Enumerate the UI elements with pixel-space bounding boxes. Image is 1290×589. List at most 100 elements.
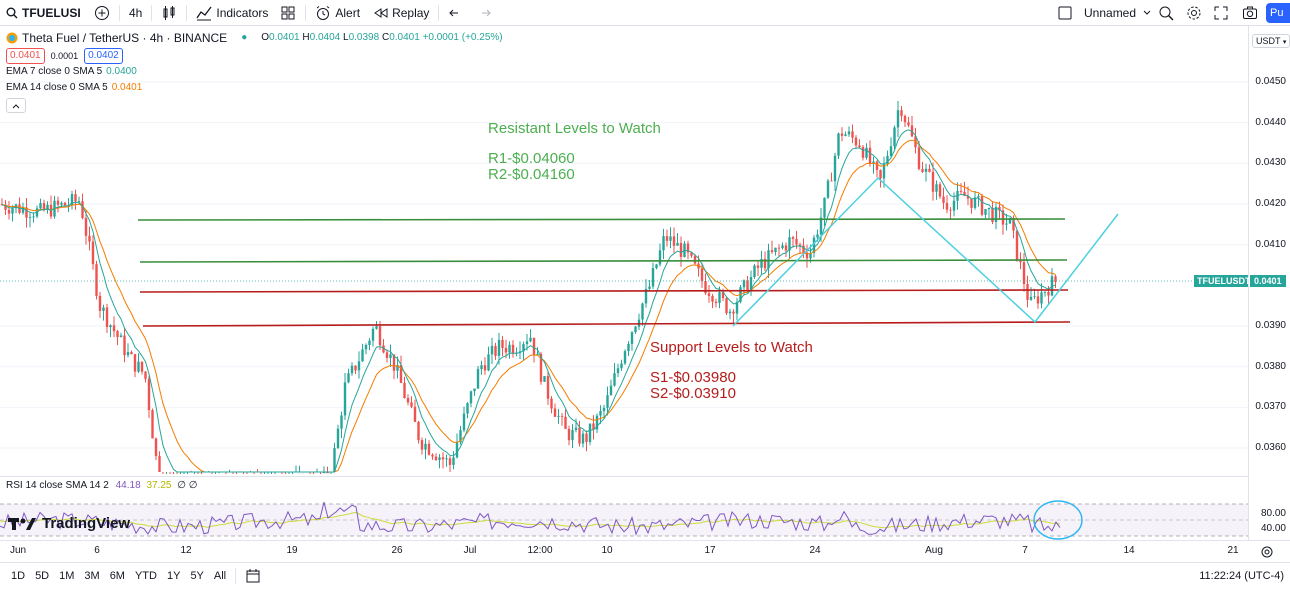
buy-button[interactable]: 0.0402 <box>84 48 123 64</box>
candle-body <box>851 131 854 138</box>
date-range-icon[interactable] <box>245 568 261 584</box>
support-s1[interactable]: S1-$0.03980 <box>650 369 736 386</box>
timeframe-button[interactable]: 1M <box>59 570 75 582</box>
support-line-upper[interactable] <box>139 289 1069 293</box>
ema7-label: EMA 7 close 0 SMA 5 <box>6 66 103 77</box>
timeframe-button[interactable]: 1Y <box>166 570 181 582</box>
support-line-lower[interactable] <box>142 321 1071 327</box>
fullscreen-button[interactable] <box>1207 0 1235 26</box>
ema7-legend-row[interactable]: EMA 7 close 0 SMA 5 0.0400 <box>6 64 503 80</box>
candle-body <box>112 325 116 332</box>
timeframe-button[interactable]: 1D <box>11 570 26 582</box>
resistance-r2[interactable]: R2-$0.04160 <box>488 166 575 183</box>
clock-label[interactable]: 11:22:24 (UTC-4) <box>1199 570 1284 582</box>
candle-body <box>553 408 557 417</box>
divider <box>305 4 307 21</box>
settings-button[interactable] <box>1180 0 1208 26</box>
candle-body <box>917 147 921 169</box>
candle-body <box>1054 276 1057 282</box>
magnifier-plus-icon <box>1159 6 1174 20</box>
timeframe-button[interactable]: All <box>213 570 227 582</box>
candle-body <box>70 194 74 206</box>
divider <box>186 4 188 21</box>
candle-body <box>550 398 553 409</box>
time-axis[interactable]: Jun 6 12 19 26 Jul 12:00 10 17 24 Aug 7 14 21 <box>0 540 1290 562</box>
snapshot-button[interactable] <box>1236 0 1264 26</box>
collapse-legend-button[interactable] <box>6 96 503 113</box>
interval-button[interactable]: 4h <box>123 0 148 26</box>
ema14-line <box>1 139 1056 473</box>
currency-selector[interactable]: USDT ▾ <box>1252 34 1290 48</box>
resistance-line-upper[interactable] <box>137 218 1066 221</box>
price-tick: 0.0370 <box>1255 401 1286 413</box>
resistance-line-lower[interactable] <box>139 259 1068 263</box>
indicators-label: Indicators <box>216 5 269 20</box>
price-chart[interactable] <box>0 26 1248 474</box>
ema14-legend-row[interactable]: EMA 14 close 0 SMA 5 0.0401 <box>6 80 503 96</box>
indicators-button[interactable]: Indicators <box>190 0 274 26</box>
watermark-text: TradingView <box>42 515 131 532</box>
candle-body <box>406 397 410 403</box>
candle-body <box>494 345 497 356</box>
support-s2[interactable]: S2-$0.03910 <box>650 385 736 402</box>
settings-axis-icon[interactable] <box>1260 545 1274 559</box>
candle-body <box>648 286 651 289</box>
resistance-r1[interactable]: R1-$0.04060 <box>488 150 575 167</box>
rsi-legend[interactable]: RSI 14 close SMA 14 2 44.18 37.25 ∅ ∅ <box>6 480 197 491</box>
candle-body <box>686 243 690 253</box>
rsi-highlight-circle[interactable] <box>1033 500 1083 540</box>
symbol-search[interactable]: TFUELUSI <box>0 0 88 26</box>
candle-body <box>28 217 32 218</box>
candle-body <box>1019 260 1022 263</box>
candle-body <box>154 438 158 457</box>
time-tick: 24 <box>809 545 821 556</box>
candle-body <box>879 169 882 179</box>
compare-button[interactable] <box>88 0 116 26</box>
timeframe-button[interactable]: YTD <box>134 570 157 582</box>
candle-body <box>728 311 732 314</box>
candle-body <box>1047 291 1050 296</box>
candle-body <box>21 207 25 213</box>
candle-body <box>966 195 970 199</box>
candle-body <box>438 457 441 460</box>
candle-body <box>963 191 966 196</box>
timeframe-button[interactable]: 5D <box>35 570 50 582</box>
candle-body <box>420 440 424 450</box>
alert-button[interactable]: Alert <box>309 0 366 26</box>
candle-body <box>434 456 438 460</box>
chart-type-button[interactable] <box>155 0 183 26</box>
candle-body <box>448 458 452 465</box>
timeframe-button[interactable]: 5Y <box>190 570 204 582</box>
drawings[interactable] <box>0 176 1248 327</box>
layout-button[interactable]: Unnamed <box>1052 0 1158 26</box>
redo-button[interactable] <box>470 0 498 26</box>
candle-body <box>1012 217 1015 231</box>
candle-body <box>651 268 655 287</box>
pattern-trendline[interactable] <box>732 176 1119 327</box>
tradingview-watermark[interactable]: TradingView <box>8 515 130 532</box>
undo-icon <box>449 9 459 16</box>
timeframe-button[interactable]: 6M <box>109 570 125 582</box>
sell-button[interactable]: 0.0401 <box>6 48 45 64</box>
resistance-title[interactable]: Resistant Levels to Watch <box>488 120 661 137</box>
candle-body <box>970 198 973 208</box>
replay-button[interactable]: Replay <box>366 0 435 26</box>
publish-button[interactable]: Pu <box>1266 3 1290 23</box>
candle-body <box>455 442 459 458</box>
undo-button[interactable] <box>442 0 470 26</box>
current-symbol: TFUELUSDT <box>1194 275 1251 287</box>
support-title[interactable]: Support Levels to Watch <box>650 339 813 356</box>
timeframe-button[interactable]: 3M <box>84 570 100 582</box>
templates-button[interactable] <box>274 0 302 26</box>
candle-body <box>441 457 445 460</box>
candle-body <box>361 349 364 362</box>
rsi-pane[interactable] <box>0 476 1248 540</box>
candle-body <box>501 339 504 348</box>
current-price-label: TFUELUSDT 0.0401 <box>1194 275 1286 287</box>
quick-search-button[interactable] <box>1152 0 1180 26</box>
candle-body <box>564 416 567 429</box>
time-tick: 19 <box>286 545 298 556</box>
symbol-legend-row[interactable]: Theta Fuel / TetherUS · 4h · BINANCE ● O… <box>6 30 503 46</box>
candle-body <box>333 448 336 472</box>
candle-body <box>826 180 830 198</box>
